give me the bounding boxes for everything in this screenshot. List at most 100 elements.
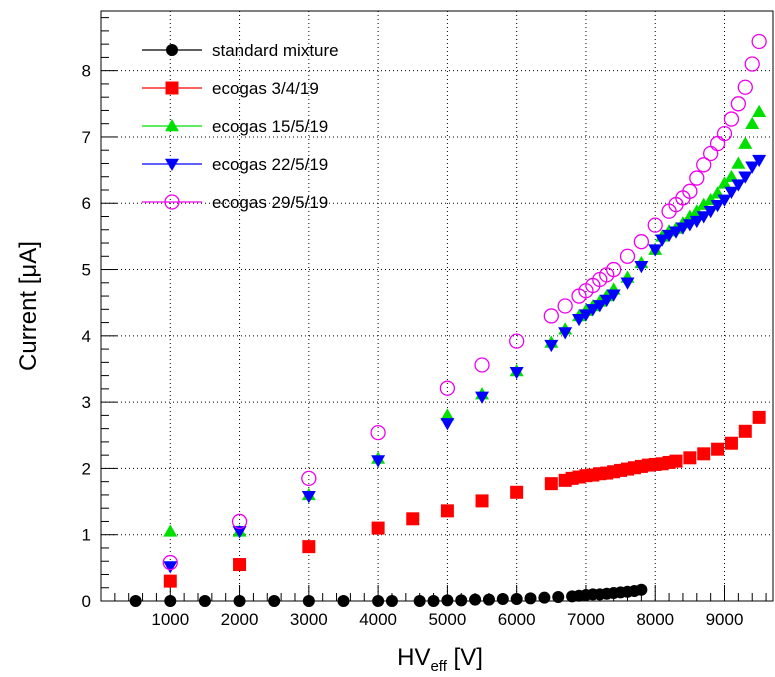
data-point: [164, 595, 177, 607]
x-tick-label: 8000: [636, 610, 674, 629]
data-point: [413, 595, 426, 607]
data-point: [751, 33, 767, 50]
legend-marker: [164, 194, 180, 210]
y-tick-label: 8: [82, 62, 91, 81]
x-axis-title-main: HV: [397, 644, 430, 671]
x-tick-label: 1000: [151, 610, 189, 629]
data-point: [440, 418, 455, 431]
data-point: [232, 526, 247, 539]
legend-marker: [165, 119, 179, 132]
data-point: [474, 357, 490, 373]
data-point: [198, 595, 211, 607]
legend-label: ecogas 3/4/19: [212, 79, 319, 98]
legend-label: ecogas 22/5/19: [212, 155, 328, 174]
series: [163, 154, 767, 574]
data-point: [572, 314, 587, 327]
data-point: [731, 179, 746, 192]
data-point: [689, 170, 705, 186]
data-point: [682, 219, 697, 232]
data-point: [163, 574, 177, 588]
data-point: [129, 595, 142, 607]
x-tick-label: 7000: [567, 610, 605, 629]
data-point: [578, 309, 593, 322]
data-point: [385, 595, 398, 607]
data-point: [524, 592, 537, 605]
data-point: [233, 595, 246, 607]
data-point: [648, 244, 663, 257]
legend: standard mixture ecogas 3/4/19 ecogas 15/5…: [142, 41, 339, 212]
data-point: [233, 558, 247, 572]
y-tick-label: 1: [82, 526, 91, 545]
data-point: [683, 451, 697, 465]
data-point: [619, 248, 636, 264]
data-point: [606, 289, 621, 302]
data-point: [731, 156, 746, 169]
legend-marker: [166, 44, 178, 56]
legend-label: ecogas 29/5/19: [212, 193, 328, 212]
x-tick-label: 2000: [221, 610, 259, 629]
data-point: [552, 591, 565, 604]
data-point: [710, 199, 725, 213]
data-point: [475, 494, 489, 508]
data-point: [370, 424, 386, 441]
legend-marker: [165, 158, 179, 171]
axes: 1000 2000 3000 4000 5000 6000 7000 8000 9000 0 1 2 3…: [82, 17, 767, 629]
data-point: [745, 161, 760, 174]
y-tick-label: 4: [82, 327, 91, 346]
y-tick-label: 3: [82, 393, 91, 412]
x-axis-title: HVeff [V]: [397, 644, 483, 675]
y-axis-title: Current [μA]: [15, 241, 42, 371]
y-tick-label: 5: [82, 261, 91, 280]
data-point: [620, 277, 635, 290]
data-point: [669, 226, 684, 239]
data-point: [543, 308, 559, 324]
data-point: [606, 261, 622, 278]
x-tick-label: 4000: [359, 610, 397, 629]
data-point: [440, 504, 454, 518]
data-point: [585, 304, 600, 317]
data-point: [482, 593, 495, 606]
plot-frame: [100, 10, 774, 602]
legend-marker: [165, 81, 179, 95]
x-tick-label: 9000: [706, 610, 744, 629]
data-point: [469, 593, 482, 606]
data-point: [752, 104, 767, 118]
grid: [101, 11, 773, 601]
data-point: [682, 183, 698, 199]
data-point: [752, 154, 767, 168]
data-point: [301, 470, 317, 487]
data-point: [730, 96, 747, 112]
data-point: [711, 442, 725, 456]
data-point: [510, 485, 524, 499]
data-point: [697, 447, 711, 461]
data-point: [669, 454, 683, 468]
data-point: [633, 234, 650, 250]
data-point: [371, 521, 385, 535]
data-point: [231, 513, 248, 530]
data-point: [635, 583, 648, 596]
data-point: [738, 424, 752, 438]
data-point: [439, 380, 456, 396]
legend-label: ecogas 15/5/19: [212, 117, 328, 136]
data-point: [662, 229, 677, 243]
data-point: [724, 186, 739, 199]
y-tick-label: 2: [82, 459, 91, 478]
x-axis-title-subscript: eff: [430, 658, 447, 675]
data-point: [709, 135, 726, 152]
data-point: [703, 205, 718, 219]
data-point: [634, 260, 649, 274]
y-tick-label: 0: [82, 592, 91, 611]
data-point: [717, 176, 732, 189]
data-point: [455, 594, 468, 607]
data-point: [163, 561, 178, 574]
data-point: [592, 300, 607, 313]
data-point: [745, 116, 760, 129]
data-point: [509, 367, 524, 380]
x-tick-label: 3000: [290, 610, 328, 629]
data-point: [655, 234, 670, 247]
y-tick-label: 6: [82, 194, 91, 213]
data-point: [737, 79, 753, 95]
data-point: [538, 591, 551, 604]
x-tick-label: 6000: [498, 610, 536, 629]
data-point: [371, 455, 386, 468]
